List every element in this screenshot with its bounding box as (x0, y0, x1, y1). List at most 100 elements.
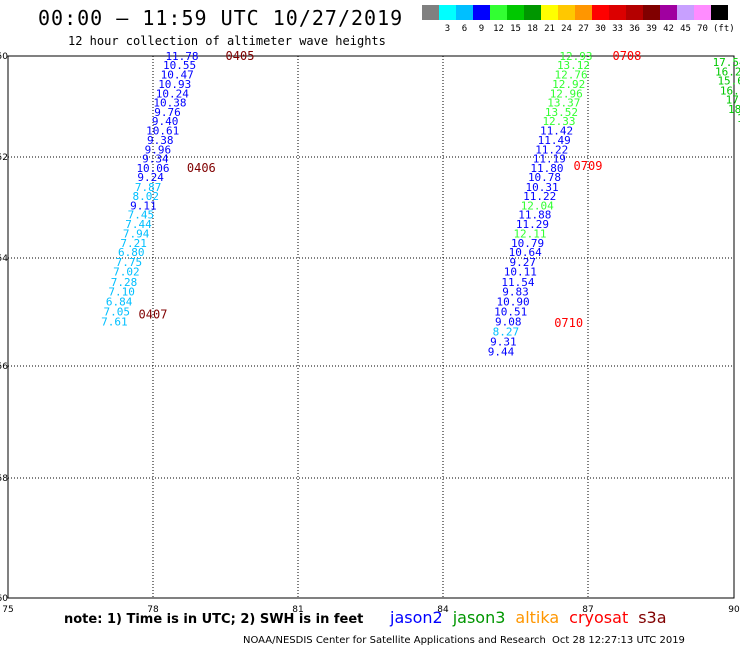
chart-subtitle: 12 hour collection of altimeter wave hei… (68, 34, 386, 48)
data-point-label: 7.87 (135, 181, 162, 194)
time-label: 0405 (226, 49, 255, 63)
color-scale-label: 30 (595, 24, 606, 34)
data-point-label: 10.38 (153, 96, 186, 109)
data-point-label: 13.12 (557, 59, 590, 72)
data-point-label: 7.75 (116, 256, 143, 269)
data-point-label: 10.78 (528, 171, 561, 184)
data-point-label: 9.08 (495, 316, 522, 329)
y-tick-label: -52 (0, 153, 8, 163)
data-point-label: 11.88 (518, 209, 551, 222)
data-point-label: 12.93 (559, 50, 592, 63)
x-tick-label: 90 (728, 605, 740, 615)
x-tick-label: 84 (437, 605, 449, 615)
color-swatch (609, 5, 626, 20)
data-point-label: 10.93 (158, 78, 191, 91)
data-point-label: 9.38 (147, 134, 174, 147)
color-scale-label: 39 (646, 24, 657, 34)
time-label: 0407 (139, 308, 168, 322)
data-point-label: 9.24 (137, 171, 164, 184)
color-swatch (677, 5, 694, 20)
data-point-label: 12.33 (542, 115, 575, 128)
satellite-altika: altika (515, 608, 560, 627)
color-swatch (592, 5, 609, 20)
x-tick-label: 75 (2, 605, 13, 615)
color-scale-label: 42 (663, 24, 674, 34)
color-scale-label: 70 (697, 24, 708, 34)
data-point-label: 10.47 (161, 69, 194, 82)
x-tick-label: 78 (147, 605, 159, 615)
chart-title: 00:00 – 11:59 UTC 10/27/2019 (38, 6, 404, 30)
data-point-label: 12.96 (550, 87, 583, 100)
color-swatch (711, 5, 728, 20)
data-point-label: 10.51 (494, 305, 527, 318)
data-point-label: 13.37 (547, 96, 580, 109)
data-point-label: 9.34 (142, 153, 169, 166)
data-point-label: 16 (737, 112, 740, 125)
color-scale-label: 15 (510, 24, 521, 34)
data-point-label: 18.3 (728, 103, 740, 116)
data-point-label: 11.22 (523, 190, 556, 203)
data-point-label: 7.61 (101, 316, 128, 329)
data-point-label: 9.96 (145, 143, 172, 156)
data-point-label: 11.54 (501, 276, 534, 289)
data-point-label: 10.79 (511, 237, 544, 250)
data-point-label: 9.31 (490, 336, 517, 349)
generated-timestamp: Oct 28 12:27:13 UTC 2019 (552, 635, 685, 646)
color-scale-label: 45 (680, 24, 691, 34)
data-point-label: 16.24 (715, 66, 740, 79)
data-point-label: 11.78 (165, 50, 198, 63)
time-label: 0709 (574, 159, 603, 173)
data-point-label: 12.76 (555, 69, 588, 82)
data-point-label: 9.76 (154, 106, 181, 119)
data-point-label: 10.11 (504, 266, 537, 279)
footnote: note: 1) Time is in UTC; 2) SWH is in fe… (64, 612, 364, 627)
credit-line: NOAA/NESDIS Center for Satellite Applica… (243, 635, 546, 646)
satellite-jason2: jason2 (390, 608, 443, 627)
data-point-label: 7.28 (111, 276, 138, 289)
data-point-label: 10.31 (526, 181, 559, 194)
data-point-label: 17.54 (713, 56, 740, 69)
data-point-label: 17.3 (726, 93, 740, 106)
color-scale-label: 9 (478, 24, 485, 34)
color-scale-label: (ft) (713, 24, 735, 34)
color-swatch (490, 5, 507, 20)
color-swatch (507, 5, 524, 20)
color-swatch (422, 5, 439, 20)
color-swatch (626, 5, 643, 20)
x-tick-label: 81 (292, 605, 303, 615)
satellite-s3a: s3a (638, 608, 667, 627)
y-tick-label: -58 (0, 474, 8, 484)
color-swatch (643, 5, 660, 20)
data-point-label: 11.80 (530, 162, 563, 175)
data-point-label: 13.52 (545, 106, 578, 119)
data-point-label: 10.24 (156, 87, 189, 100)
time-label: 0710 (554, 316, 583, 330)
color-scale-label: 18 (527, 24, 538, 34)
data-point-label: 9.27 (510, 256, 537, 269)
data-point-label: 10.06 (136, 162, 169, 175)
color-swatch (439, 5, 456, 20)
data-point-label: 11.22 (535, 143, 568, 156)
data-point-label: 7.94 (123, 227, 150, 240)
x-tick-label: 87 (582, 605, 593, 615)
data-point-label: 11.49 (538, 134, 571, 147)
color-scale-label: 3 (444, 24, 451, 34)
color-scale-label: 6 (461, 24, 468, 34)
y-tick-label: -60 (0, 594, 8, 604)
y-tick-label: -56 (0, 362, 8, 372)
time-label: 0708 (612, 49, 641, 63)
color-scale-label: 33 (612, 24, 623, 34)
data-point-label: 7.10 (108, 285, 135, 298)
data-point-label: 7.44 (125, 218, 152, 231)
color-swatch (558, 5, 575, 20)
time-label: 0406 (187, 161, 216, 175)
data-point-label: 7.02 (113, 266, 140, 279)
data-point-label: 15.67 (717, 75, 740, 88)
color-scale-label: 12 (493, 24, 504, 34)
color-swatch (456, 5, 473, 20)
data-point-label: 8.02 (133, 190, 160, 203)
data-point-label: 6.80 (118, 246, 145, 259)
y-tick-label: -54 (0, 254, 8, 264)
data-point-label: 7.21 (120, 237, 147, 250)
